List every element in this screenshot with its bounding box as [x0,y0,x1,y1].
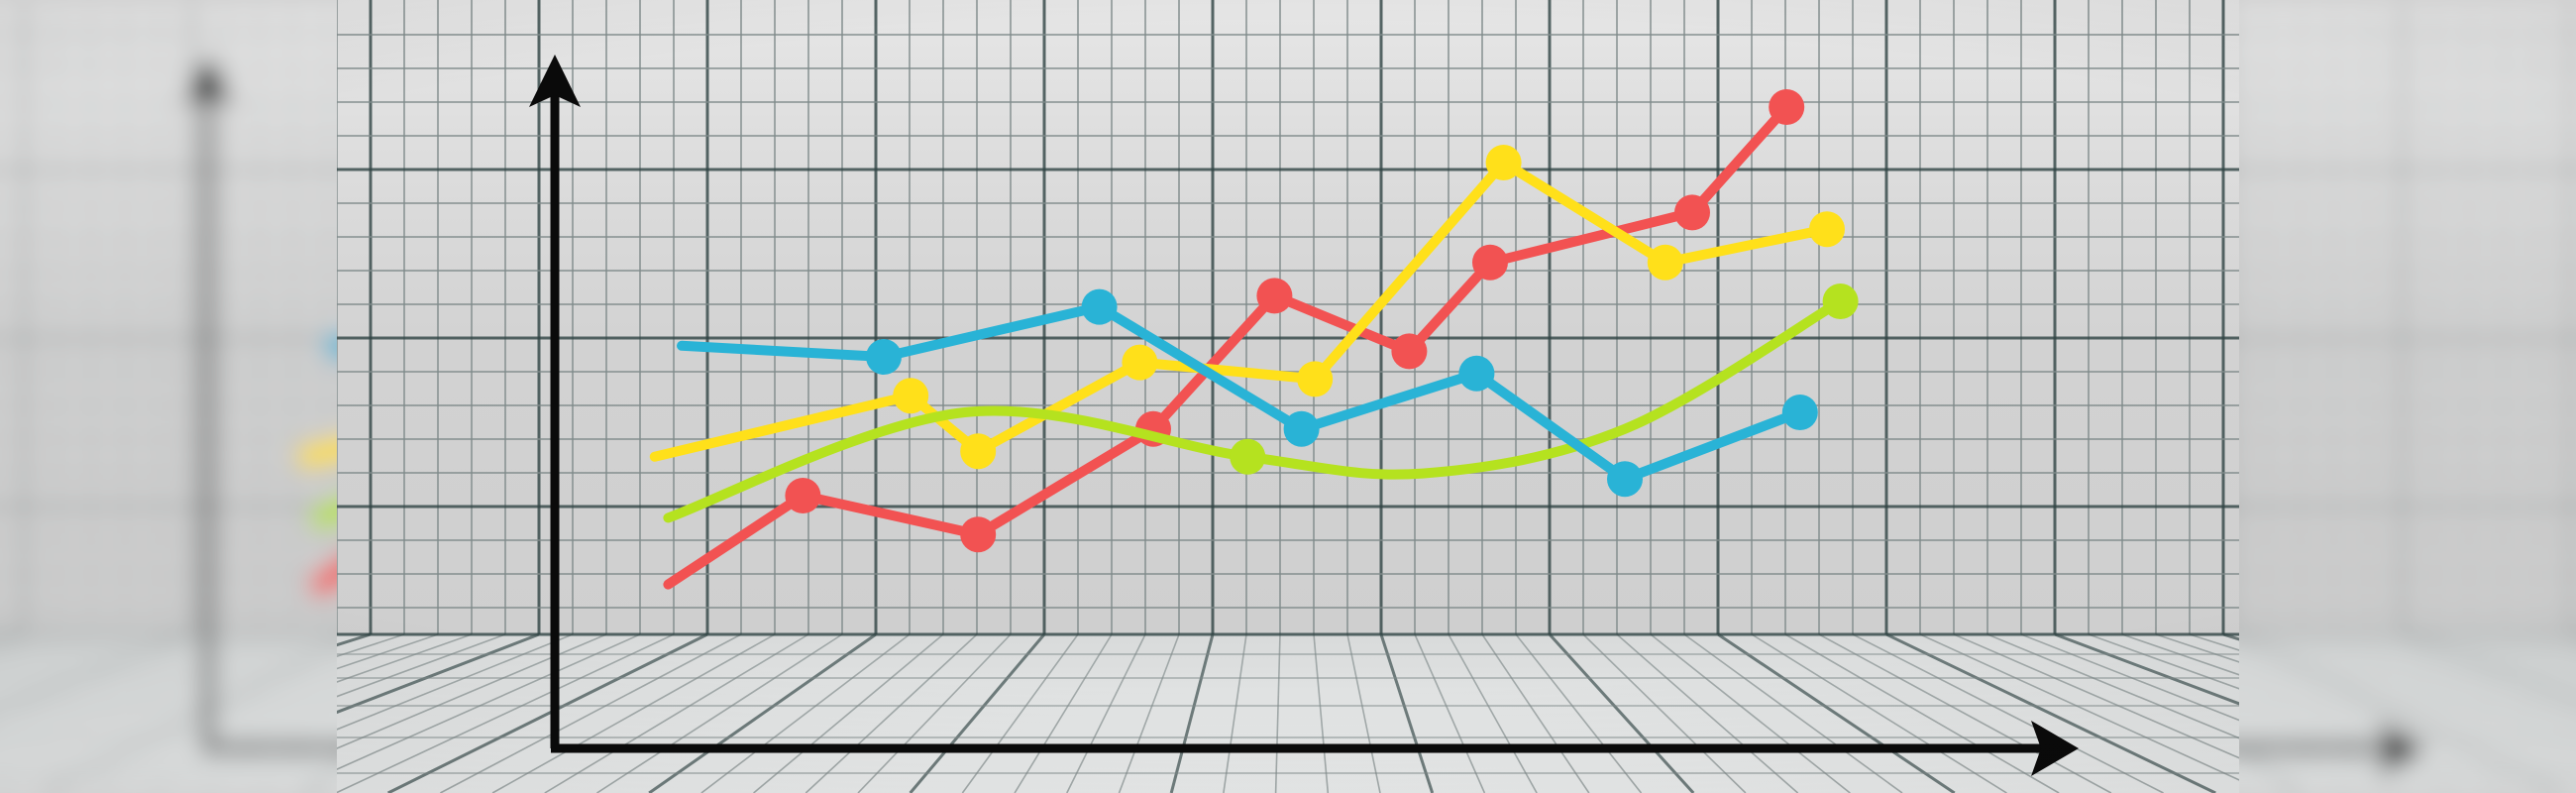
vignette-overlay [337,0,2239,793]
vignette-overlay [0,0,337,793]
vignette-overlay [2239,0,2576,793]
line-chart [0,0,2576,793]
chart-panel [337,0,2239,793]
blurred-right-backdrop [2239,0,2576,793]
blurred-left-backdrop [0,0,337,793]
chart-stage [0,0,2576,793]
